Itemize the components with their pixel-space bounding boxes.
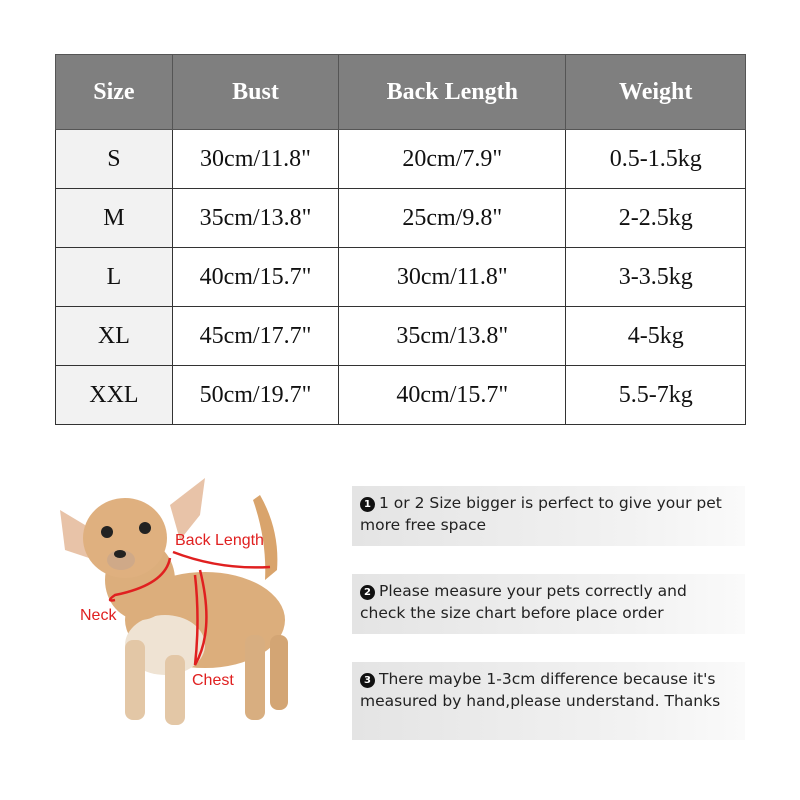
bust-cell: 35cm/13.8"	[171, 188, 340, 248]
weight-cell: 2-2.5kg	[565, 188, 746, 248]
chest-arrow	[193, 569, 208, 666]
size-cell: L	[55, 247, 173, 307]
weight-cell: 5.5-7kg	[565, 365, 746, 425]
table-row: M 35cm/13.8" 25cm/9.8" 2-2.5kg	[55, 188, 746, 248]
back-length-cell: 30cm/11.8"	[338, 247, 567, 307]
chest-label: Chest	[192, 672, 234, 689]
table-header-row: Size Bust Back Length Weight	[55, 54, 746, 130]
bust-cell: 40cm/15.7"	[171, 247, 340, 307]
number-3-icon: 3	[360, 673, 375, 688]
back-length-cell: 40cm/15.7"	[338, 365, 567, 425]
size-cell: XXL	[55, 365, 173, 425]
table-row: XXL 50cm/19.7" 40cm/15.7" 5.5-7kg	[55, 365, 746, 425]
weight-cell: 0.5-1.5kg	[565, 129, 746, 189]
bust-cell: 45cm/17.7"	[171, 306, 340, 366]
number-1-icon: 1	[360, 497, 375, 512]
back-length-label: Back Length	[175, 532, 264, 549]
size-cell: S	[55, 129, 173, 189]
back-length-cell: 35cm/13.8"	[338, 306, 567, 366]
note-2-text: Please measure your pets correctly and c…	[360, 582, 687, 622]
bust-cell: 50cm/19.7"	[171, 365, 340, 425]
note-3: 3 There maybe 1-3cm difference because it…	[352, 662, 745, 740]
dog-measurement-diagram: Back Length Neck Chest	[60, 478, 288, 725]
header-size: Size	[55, 54, 173, 130]
weight-cell: 4-5kg	[565, 306, 746, 366]
note-3-text: There maybe 1-3cm difference because it'…	[360, 670, 721, 710]
note-2: 2 Please measure your pets correctly and …	[352, 574, 745, 634]
back-length-cell: 25cm/9.8"	[338, 188, 567, 248]
measurement-arrows	[108, 550, 271, 666]
size-cell: XL	[55, 306, 173, 366]
size-chart-table: Size Bust Back Length Weight S 30cm/11.8"…	[55, 54, 746, 425]
table-row: S 30cm/11.8" 20cm/7.9" 0.5-1.5kg	[55, 129, 746, 189]
dog-illustration	[60, 478, 288, 725]
number-2-icon: 2	[360, 585, 375, 600]
weight-cell: 3-3.5kg	[565, 247, 746, 307]
back-length-cell: 20cm/7.9"	[338, 129, 567, 189]
back-length-arrow	[172, 550, 271, 569]
table-row: L 40cm/15.7" 30cm/11.8" 3-3.5kg	[55, 247, 746, 307]
header-back-length: Back Length	[338, 54, 567, 130]
table-row: XL 45cm/17.7" 35cm/13.8" 4-5kg	[55, 306, 746, 366]
header-weight: Weight	[565, 54, 746, 130]
header-bust: Bust	[171, 54, 340, 130]
neck-arrow	[108, 557, 172, 602]
bust-cell: 30cm/11.8"	[171, 129, 340, 189]
neck-label: Neck	[80, 607, 117, 624]
note-1-text: 1 or 2 Size bigger is perfect to give yo…	[360, 494, 722, 534]
size-cell: M	[55, 188, 173, 248]
